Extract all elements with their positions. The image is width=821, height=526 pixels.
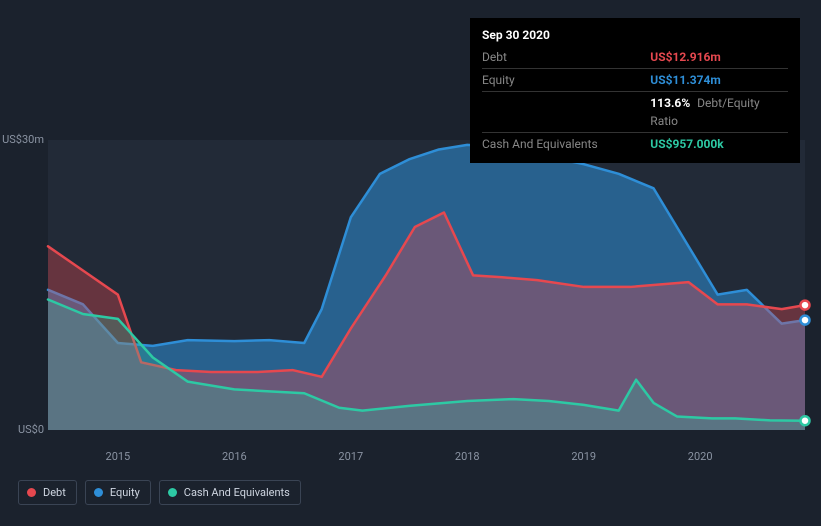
legend-dot-icon (27, 488, 36, 497)
x-axis-label: 2018 (455, 450, 480, 463)
x-axis-label: 2016 (222, 450, 247, 463)
legend-dot-icon (168, 488, 177, 497)
tooltip-label (482, 94, 650, 130)
tooltip-value: 113.6% Debt/Equity Ratio (650, 94, 788, 130)
tooltip-rows: DebtUS$12.916mEquityUS$11.374m113.6% Deb… (482, 46, 788, 155)
tooltip-suffix: Debt/Equity Ratio (650, 96, 759, 128)
legend-label: Equity (110, 486, 140, 499)
legend-item[interactable]: Debt (18, 480, 77, 505)
tooltip-row: EquityUS$11.374m (482, 68, 788, 91)
tooltip-row: 113.6% Debt/Equity Ratio (482, 91, 788, 132)
tooltip-value: US$12.916m (650, 48, 720, 66)
x-axis-label: 2019 (571, 450, 596, 463)
tooltip-row: DebtUS$12.916m (482, 46, 788, 68)
tooltip-value: US$957.000k (650, 135, 723, 153)
chart-tooltip: Sep 30 2020 DebtUS$12.916mEquityUS$11.37… (470, 18, 800, 163)
legend-item[interactable]: Equity (85, 480, 151, 505)
x-axis-label: 2017 (338, 450, 363, 463)
tooltip-row: Cash And EquivalentsUS$957.000k (482, 132, 788, 155)
x-axis-label: 2015 (106, 450, 131, 463)
legend-dot-icon (94, 488, 103, 497)
y-axis-label: US$30m (2, 133, 44, 146)
tooltip-label: Equity (482, 71, 650, 89)
x-axis-label: 2020 (688, 450, 713, 463)
legend-label: Debt (43, 486, 66, 499)
chart-legend: Debt Equity Cash And Equivalents (18, 480, 301, 505)
legend-label: Cash And Equivalents (184, 486, 290, 499)
tooltip-value: US$11.374m (650, 71, 720, 89)
legend-item[interactable]: Cash And Equivalents (159, 480, 301, 505)
tooltip-label: Cash And Equivalents (482, 135, 650, 153)
tooltip-date: Sep 30 2020 (482, 26, 788, 44)
tooltip-label: Debt (482, 48, 650, 66)
y-axis-label: US$0 (18, 423, 44, 436)
